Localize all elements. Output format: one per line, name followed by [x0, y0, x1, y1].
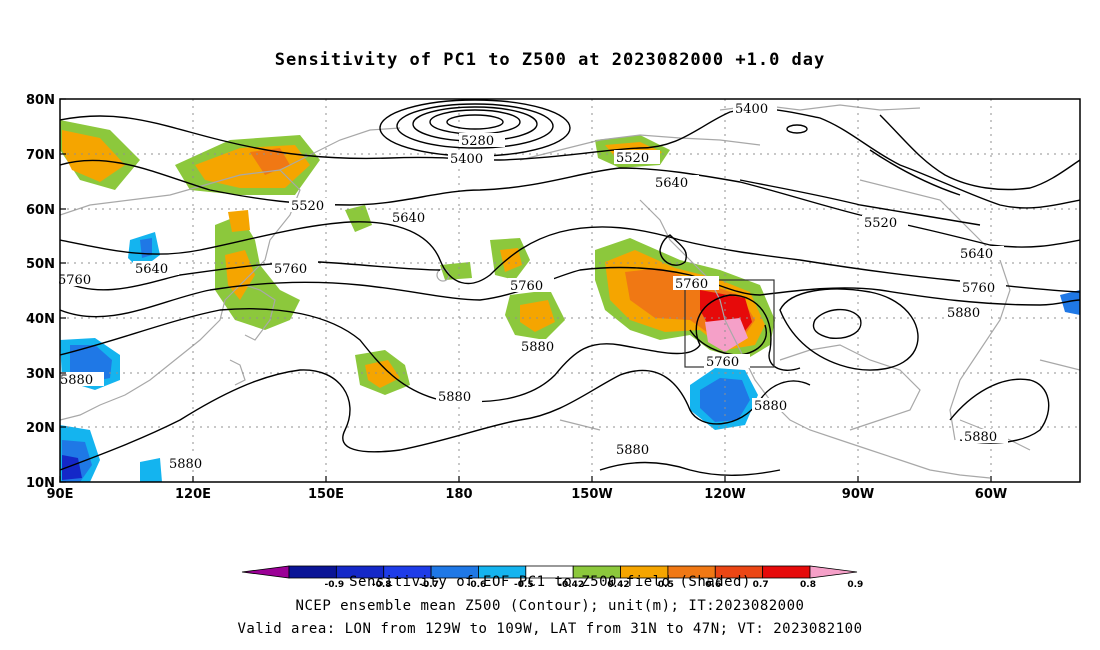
colorbar-tick-label: 0.6 — [705, 580, 721, 590]
colorbar-tick-label: 0.5 — [658, 580, 674, 590]
latitude-labels: 80N 70N 60N 50N 40N 30N 20N 10N — [26, 93, 55, 491]
footer-shading-caption: Sensitivity of EOF PC1 to Z500 field (Sh… — [349, 574, 751, 590]
lon-label: 120E — [175, 487, 211, 502]
contour-label: 5760 — [675, 277, 708, 292]
footer-valid-area: Valid area: LON from 129W to 109W, LAT f… — [237, 621, 863, 637]
lat-label: 40N — [26, 312, 55, 327]
colorbar: -0.9 -0.8 -0.7 -0.6 -0.5 -0.42 0.42 0.5 0.6 0.7 0.… — [241, 565, 863, 590]
contour-label: 5880 — [521, 340, 554, 355]
lon-label: 120W — [704, 487, 745, 502]
lat-label: 80N — [26, 93, 55, 108]
lat-label: 10N — [26, 476, 55, 491]
lat-label: 70N — [26, 148, 55, 163]
longitude-labels: 90E 120E 150E 180 150W 120W 90W 60W — [47, 487, 1008, 502]
contour-label: 5280 — [461, 134, 494, 149]
contour-label: 5880 — [964, 430, 997, 445]
contour-label: 5520 — [864, 216, 897, 231]
lon-label: 60W — [975, 487, 1007, 502]
contour-label: 5760 — [706, 355, 739, 370]
contour-label: 5880 — [616, 443, 649, 458]
lon-label: 90E — [47, 487, 74, 502]
lon-label: 90W — [842, 487, 874, 502]
contour-label: 5880 — [438, 390, 471, 405]
lat-label: 30N — [26, 367, 55, 382]
colorbar-tick-label: -0.8 — [372, 580, 392, 590]
colorbar-tick-label: 0.42 — [607, 580, 629, 590]
shaded-field — [60, 120, 1080, 482]
lon-label: 150E — [308, 487, 344, 502]
map-frame — [59, 98, 1081, 483]
contour-label: 5640 — [655, 176, 688, 191]
colorbar-tick-label: 0.7 — [753, 580, 769, 590]
lat-label: 50N — [26, 257, 55, 272]
colorbar-tick-label: 0.9 — [847, 580, 863, 590]
colorbar-right-arrow — [809, 565, 858, 579]
colorbar-tick-label: 0.8 — [800, 580, 816, 590]
lat-label: 20N — [26, 421, 55, 436]
contour-label: 5520 — [291, 199, 324, 214]
contour-label: 5400 — [450, 152, 483, 167]
contour-label: 5760 — [510, 279, 543, 294]
graticule — [60, 99, 1080, 482]
contour-label: 5760 — [962, 281, 995, 296]
contour-label: 5640 — [392, 211, 425, 226]
footer-contour-caption: NCEP ensemble mean Z500 (Contour); unit(… — [295, 598, 805, 614]
contour-label: 5640 — [135, 262, 168, 277]
lon-label: 180 — [445, 487, 472, 502]
lat-label: 60N — [26, 203, 55, 218]
colorbar-tick-label: -0.6 — [467, 580, 487, 590]
contour-label: 5400 — [735, 102, 768, 117]
lon-label: 150W — [571, 487, 612, 502]
colorbar-tick-label: -0.42 — [558, 580, 584, 590]
positive-shading — [60, 120, 775, 395]
contour-label: 5520 — [616, 151, 649, 166]
colorbar-tick-label: -0.7 — [419, 580, 439, 590]
contour-label: 5760 — [274, 262, 307, 277]
tick-marks — [59, 98, 992, 483]
contour-label: 5640 — [960, 247, 993, 262]
z500-contours — [60, 99, 1080, 476]
colorbar-tick-label: -0.9 — [325, 580, 345, 590]
contour-label: 5880 — [60, 373, 93, 388]
colorbar-tick-label: -0.5 — [514, 580, 534, 590]
negative-shading — [60, 232, 1080, 482]
map-title: Sensitivity of PC1 to Z500 at 2023082000… — [274, 50, 826, 70]
contour-label: 5880 — [754, 399, 787, 414]
contour-label: 5880 — [947, 306, 980, 321]
contour-label: 5880 — [169, 457, 202, 472]
contour-labels: 5400 5280 5400 5520 5640 5520 5640 5640 … — [58, 101, 1008, 472]
contour-label: 5760 — [58, 273, 91, 288]
